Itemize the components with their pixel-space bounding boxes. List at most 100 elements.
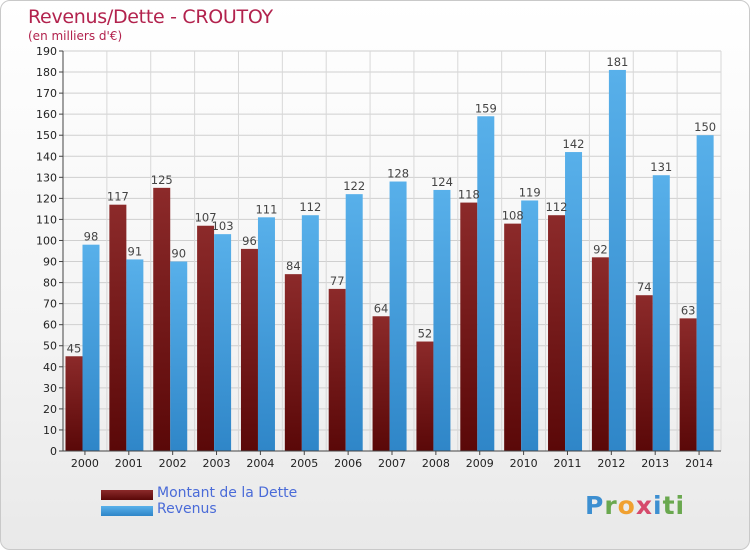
x-tick-label: 2007 <box>378 457 406 470</box>
bar-revenue <box>389 181 407 452</box>
y-tick-label: 190 <box>36 45 57 58</box>
bar-debt <box>679 318 697 451</box>
x-tick-label: 2010 <box>510 457 538 470</box>
data-label-debt: 96 <box>242 234 257 248</box>
x-tick-label: 2005 <box>290 457 318 470</box>
data-label-revenue: 90 <box>171 247 186 261</box>
bar-debt <box>197 225 215 451</box>
x-tick-label: 2014 <box>685 457 713 470</box>
bar-debt <box>416 341 434 451</box>
bar-revenue <box>257 217 275 451</box>
x-tick-label: 2013 <box>641 457 669 470</box>
y-tick-label: 100 <box>36 234 57 247</box>
bar-debt <box>284 274 302 451</box>
y-tick-label: 170 <box>36 87 57 100</box>
logo-letter: r <box>604 491 618 520</box>
bar-debt <box>240 248 258 451</box>
x-tick-label: 2003 <box>203 457 231 470</box>
data-label-debt: 63 <box>681 303 696 317</box>
data-label-debt: 125 <box>151 173 173 187</box>
data-label-revenue: 124 <box>431 175 453 189</box>
data-label-revenue: 111 <box>255 202 277 216</box>
x-tick-label: 2002 <box>159 457 187 470</box>
x-tick-label: 2012 <box>597 457 625 470</box>
x-tick-label: 2011 <box>553 457 581 470</box>
data-label-revenue: 103 <box>212 219 234 233</box>
proxiti-logo: Proxiti <box>585 491 685 520</box>
data-label-revenue: 98 <box>84 230 99 244</box>
y-tick-label: 60 <box>43 319 57 332</box>
y-tick-label: 40 <box>43 361 57 374</box>
bar-debt <box>548 215 566 451</box>
bar-revenue <box>565 152 583 452</box>
bar-debt <box>635 295 653 451</box>
y-tick-label: 30 <box>43 382 57 395</box>
y-tick-label: 80 <box>43 277 57 290</box>
bar-debt <box>591 257 609 451</box>
bar-revenue <box>652 175 670 452</box>
legend-swatch-debt <box>101 490 153 500</box>
data-label-debt: 107 <box>195 211 217 225</box>
data-label-debt: 112 <box>546 200 568 214</box>
data-label-revenue: 142 <box>563 137 585 151</box>
legend-swatch-revenue <box>101 506 153 516</box>
data-label-revenue: 159 <box>475 101 497 115</box>
bar-debt <box>460 202 478 451</box>
x-tick-label: 2001 <box>115 457 143 470</box>
bar-revenue <box>608 69 626 452</box>
data-label-debt: 77 <box>330 274 345 288</box>
bar-debt <box>109 204 127 451</box>
logo-letter: ti <box>662 491 686 520</box>
y-tick-label: 180 <box>36 66 57 79</box>
data-label-debt: 64 <box>374 301 389 315</box>
bar-revenue <box>521 200 539 451</box>
bar-revenue <box>433 189 451 451</box>
data-label-debt: 92 <box>593 242 608 256</box>
data-label-debt: 45 <box>67 341 82 355</box>
bar-revenue <box>82 244 100 451</box>
data-label-revenue: 91 <box>128 244 143 258</box>
logo-letter: i <box>653 491 663 520</box>
y-tick-label: 50 <box>43 340 57 353</box>
y-tick-label: 20 <box>43 403 57 416</box>
bar-revenue <box>126 259 144 451</box>
x-tick-label: 2009 <box>466 457 494 470</box>
data-label-debt: 84 <box>286 259 301 273</box>
bar-revenue <box>696 135 714 452</box>
x-tick-label: 2008 <box>422 457 450 470</box>
data-label-debt: 52 <box>418 327 433 341</box>
chart-subtitle: (en milliers d'€) <box>28 29 123 43</box>
bar-debt <box>328 288 346 451</box>
y-tick-label: 130 <box>36 171 57 184</box>
data-label-revenue: 181 <box>606 55 628 69</box>
data-label-debt: 118 <box>458 188 480 202</box>
x-tick-label: 2004 <box>246 457 274 470</box>
bar-debt <box>153 187 171 451</box>
data-label-revenue: 128 <box>387 167 409 181</box>
legend-label-debt: Montant de la Dette <box>157 485 298 501</box>
bar-revenue <box>345 194 363 451</box>
data-label-debt: 74 <box>637 280 652 294</box>
data-label-revenue: 131 <box>650 160 672 174</box>
logo-letter: o <box>617 491 636 520</box>
logo-letter: P <box>585 491 605 520</box>
legend-label-revenue: Revenus <box>157 501 217 517</box>
logo-letter: x <box>635 491 653 520</box>
bar-revenue <box>170 261 188 451</box>
bar-revenue <box>477 116 495 452</box>
x-tick-label: 2000 <box>71 457 99 470</box>
data-label-revenue: 112 <box>299 200 321 214</box>
x-tick-label: 2006 <box>334 457 362 470</box>
bar-revenue <box>301 215 319 451</box>
y-tick-label: 90 <box>43 256 57 269</box>
y-tick-label: 140 <box>36 150 57 163</box>
y-tick-label: 150 <box>36 129 57 142</box>
bar-debt <box>504 223 522 451</box>
y-tick-label: 70 <box>43 298 57 311</box>
y-tick-label: 160 <box>36 108 57 121</box>
chart-title: Revenus/Dette - CROUTOY <box>28 6 273 28</box>
data-label-debt: 117 <box>107 190 129 204</box>
y-tick-label: 10 <box>43 424 57 437</box>
